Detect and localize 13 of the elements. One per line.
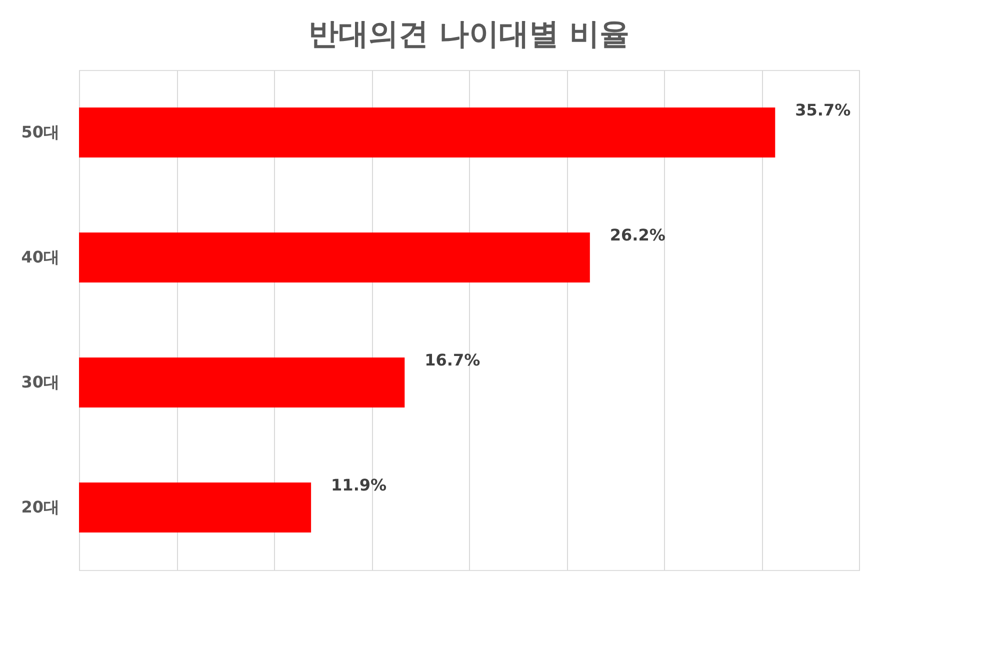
data-label: 26.2% bbox=[610, 226, 666, 244]
y-tick-label: 20대 bbox=[21, 498, 60, 516]
y-tick-label: 40대 bbox=[21, 248, 60, 266]
y-tick-label: 30대 bbox=[21, 372, 60, 392]
bar bbox=[79, 232, 590, 282]
bar bbox=[79, 108, 776, 158]
bar bbox=[79, 482, 312, 532]
y-tick-label: 50대 bbox=[21, 122, 60, 142]
chart-title: 반대의견 나이대별 비율 bbox=[308, 17, 630, 52]
data-label: 35.7% bbox=[795, 100, 851, 120]
data-label: 11.9% bbox=[331, 476, 387, 494]
data-label: 16.7% bbox=[424, 350, 480, 370]
bar bbox=[79, 358, 405, 408]
